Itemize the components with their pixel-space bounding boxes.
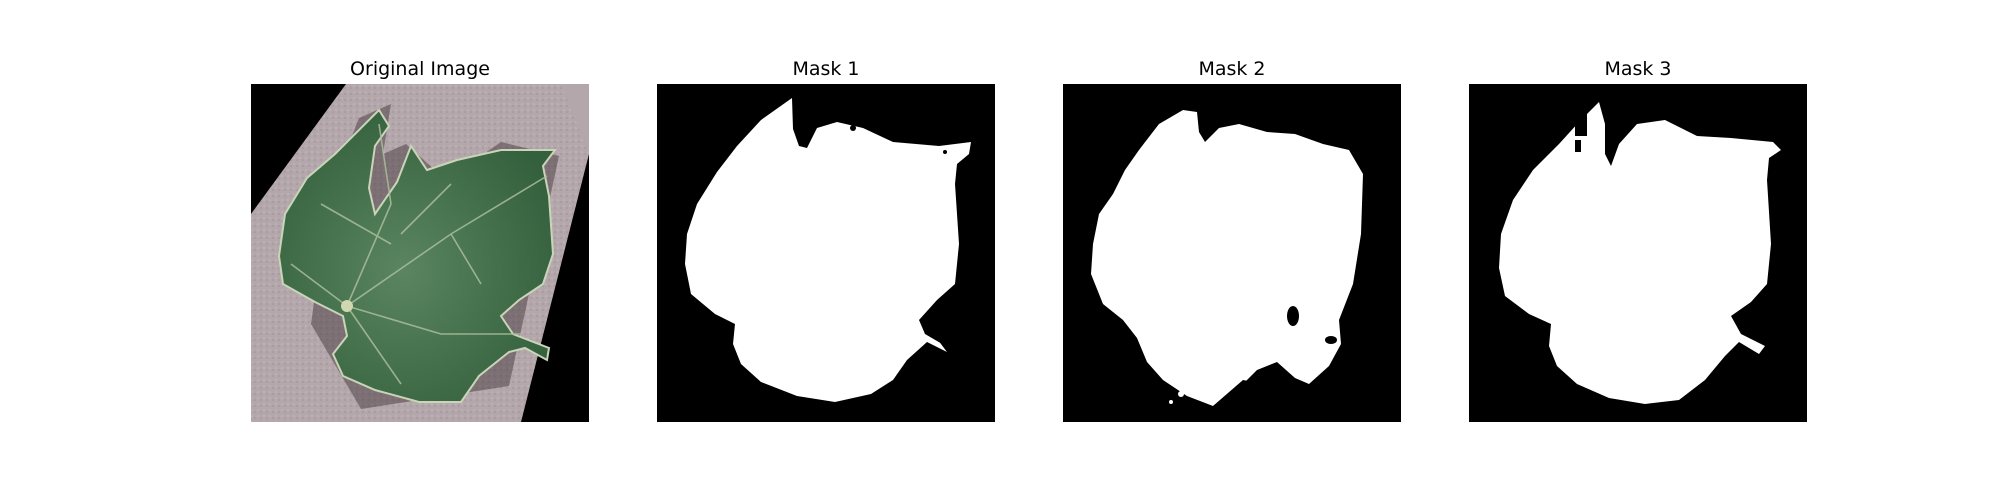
mask-2-image	[1063, 84, 1401, 422]
mask-1-shape	[685, 98, 971, 402]
panel-title-original-image: Original Image	[350, 58, 490, 80]
mask-3-shape	[1499, 102, 1781, 404]
mask-2-panel	[1063, 84, 1401, 422]
original-image-panel	[251, 84, 589, 422]
mask-1-panel	[657, 84, 995, 422]
mask-3-panel	[1469, 84, 1807, 422]
original-leaf-image	[251, 84, 589, 422]
panel-title-mask-2: Mask 2	[1198, 58, 1266, 80]
panel-title-mask-1: Mask 1	[792, 58, 860, 80]
panel-title-mask-3: Mask 3	[1604, 58, 1672, 80]
mask-2-shape	[1091, 110, 1363, 406]
leaf-shape	[277, 108, 557, 403]
mask-3-image	[1469, 84, 1807, 422]
mask-1-image	[657, 84, 995, 422]
